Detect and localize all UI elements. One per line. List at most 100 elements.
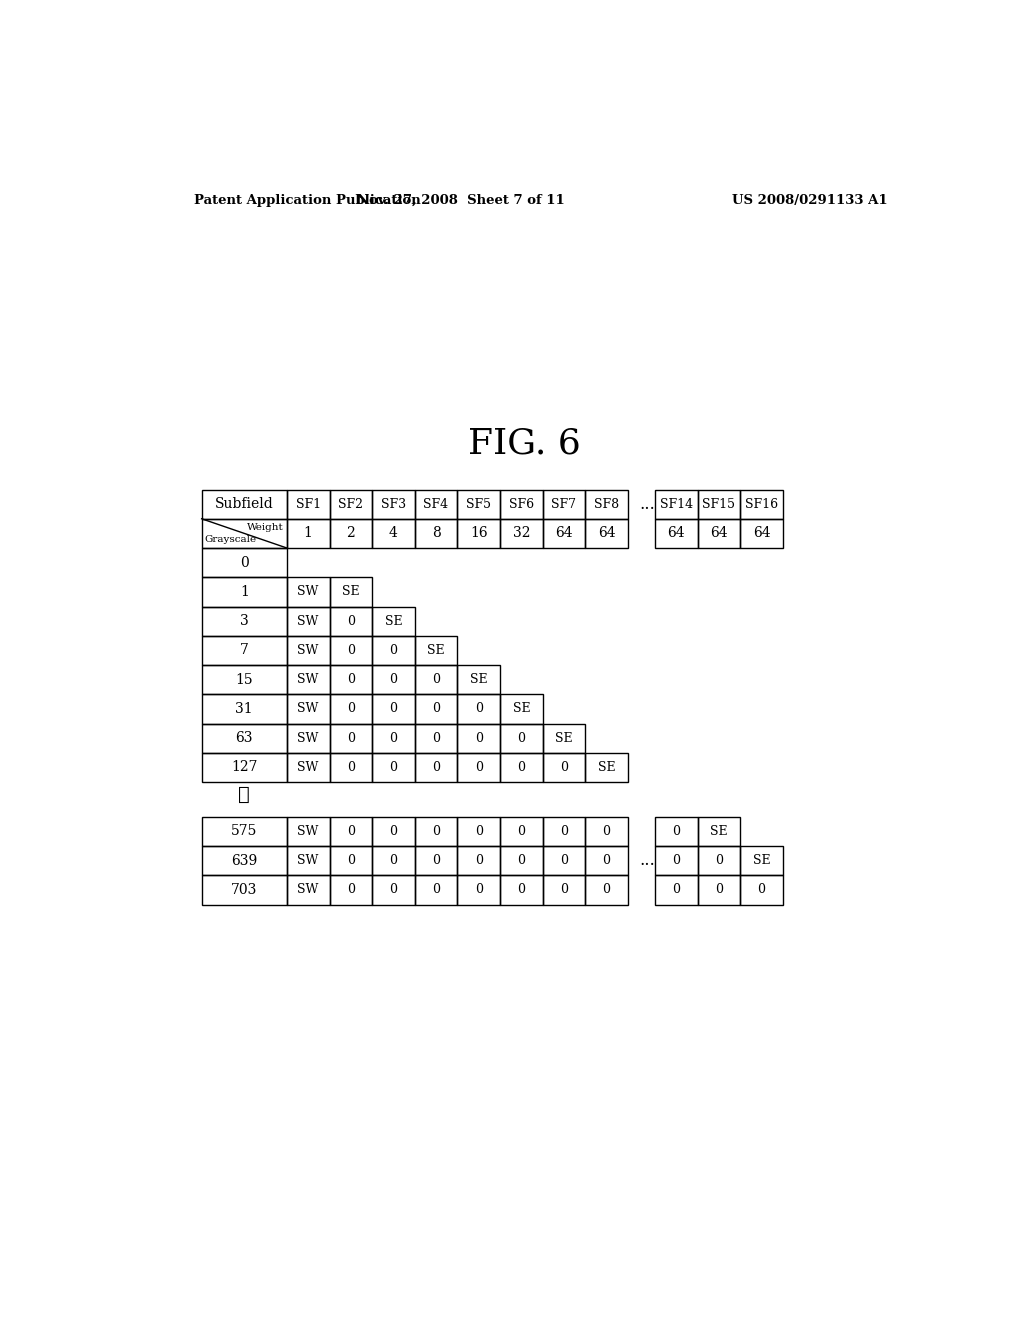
Bar xyxy=(655,846,697,875)
Bar xyxy=(543,519,586,548)
Bar xyxy=(202,665,287,694)
Text: 63: 63 xyxy=(236,731,253,746)
Text: 639: 639 xyxy=(231,854,257,867)
Bar xyxy=(586,490,628,519)
Text: 0: 0 xyxy=(602,883,610,896)
Bar xyxy=(372,694,415,723)
Text: Grayscale: Grayscale xyxy=(205,535,257,544)
Text: ...: ... xyxy=(639,853,655,869)
Bar xyxy=(740,519,783,548)
Text: US 2008/0291133 A1: US 2008/0291133 A1 xyxy=(732,194,888,207)
Bar xyxy=(697,875,740,904)
Text: 0: 0 xyxy=(347,731,354,744)
Text: 0: 0 xyxy=(560,825,568,838)
Bar xyxy=(330,577,372,607)
Text: 1: 1 xyxy=(304,527,312,540)
Bar xyxy=(287,817,330,846)
Text: SF2: SF2 xyxy=(338,498,364,511)
Text: SE: SE xyxy=(470,673,487,686)
Text: Subfield: Subfield xyxy=(215,498,273,511)
Bar xyxy=(458,519,500,548)
Bar xyxy=(330,636,372,665)
Text: SW: SW xyxy=(298,615,318,628)
Text: SE: SE xyxy=(385,615,402,628)
Bar xyxy=(202,694,287,723)
Bar xyxy=(543,723,586,752)
Bar xyxy=(202,519,287,548)
Text: 0: 0 xyxy=(389,702,397,715)
Bar xyxy=(586,519,628,548)
Bar xyxy=(458,723,500,752)
Text: 3: 3 xyxy=(240,614,249,628)
Bar xyxy=(415,846,458,875)
Bar xyxy=(287,636,330,665)
Text: 0: 0 xyxy=(475,702,482,715)
Text: Nov. 27, 2008  Sheet 7 of 11: Nov. 27, 2008 Sheet 7 of 11 xyxy=(357,194,565,207)
Text: 0: 0 xyxy=(389,883,397,896)
Bar xyxy=(372,519,415,548)
Bar xyxy=(372,846,415,875)
Bar xyxy=(415,636,458,665)
Bar xyxy=(287,723,330,752)
Bar xyxy=(202,548,287,577)
Text: Patent Application Publication: Patent Application Publication xyxy=(194,194,421,207)
Bar xyxy=(372,817,415,846)
Text: SF7: SF7 xyxy=(552,498,577,511)
Bar xyxy=(287,846,330,875)
Bar xyxy=(415,519,458,548)
Bar xyxy=(500,875,543,904)
Text: 0: 0 xyxy=(240,556,249,570)
Bar xyxy=(415,665,458,694)
Bar xyxy=(372,665,415,694)
Text: FIG. 6: FIG. 6 xyxy=(468,426,582,461)
Bar xyxy=(697,817,740,846)
Bar xyxy=(697,519,740,548)
Bar xyxy=(500,723,543,752)
Text: SW: SW xyxy=(298,731,318,744)
Bar xyxy=(655,490,697,519)
Text: 0: 0 xyxy=(475,854,482,867)
Text: 0: 0 xyxy=(347,702,354,715)
Text: 127: 127 xyxy=(231,760,257,775)
Bar xyxy=(415,694,458,723)
Text: 64: 64 xyxy=(753,527,770,540)
Bar xyxy=(543,490,586,519)
Bar xyxy=(287,519,330,548)
Text: 0: 0 xyxy=(347,883,354,896)
Text: 0: 0 xyxy=(432,702,440,715)
Text: 64: 64 xyxy=(710,527,728,540)
Text: 0: 0 xyxy=(389,673,397,686)
Bar xyxy=(202,490,287,519)
Bar xyxy=(372,607,415,636)
Bar xyxy=(330,875,372,904)
Bar xyxy=(655,817,697,846)
Text: 0: 0 xyxy=(715,854,723,867)
Text: 0: 0 xyxy=(347,760,354,774)
Bar xyxy=(330,694,372,723)
Text: 575: 575 xyxy=(231,825,257,838)
Text: 0: 0 xyxy=(432,760,440,774)
Bar xyxy=(500,490,543,519)
Bar xyxy=(458,846,500,875)
Bar xyxy=(458,694,500,723)
Text: SF16: SF16 xyxy=(745,498,778,511)
Text: SW: SW xyxy=(298,673,318,686)
Text: 0: 0 xyxy=(347,673,354,686)
Bar xyxy=(543,817,586,846)
Text: SW: SW xyxy=(298,702,318,715)
Bar xyxy=(287,875,330,904)
Bar xyxy=(458,875,500,904)
Bar xyxy=(330,607,372,636)
Text: 0: 0 xyxy=(389,825,397,838)
Text: SE: SE xyxy=(753,854,770,867)
Text: SF3: SF3 xyxy=(381,498,406,511)
Bar xyxy=(372,752,415,781)
Bar xyxy=(543,752,586,781)
Bar xyxy=(500,694,543,723)
Text: 0: 0 xyxy=(517,731,525,744)
Text: 0: 0 xyxy=(560,883,568,896)
Bar xyxy=(202,636,287,665)
Text: SE: SE xyxy=(598,760,615,774)
Text: SF6: SF6 xyxy=(509,498,534,511)
Bar xyxy=(740,875,783,904)
